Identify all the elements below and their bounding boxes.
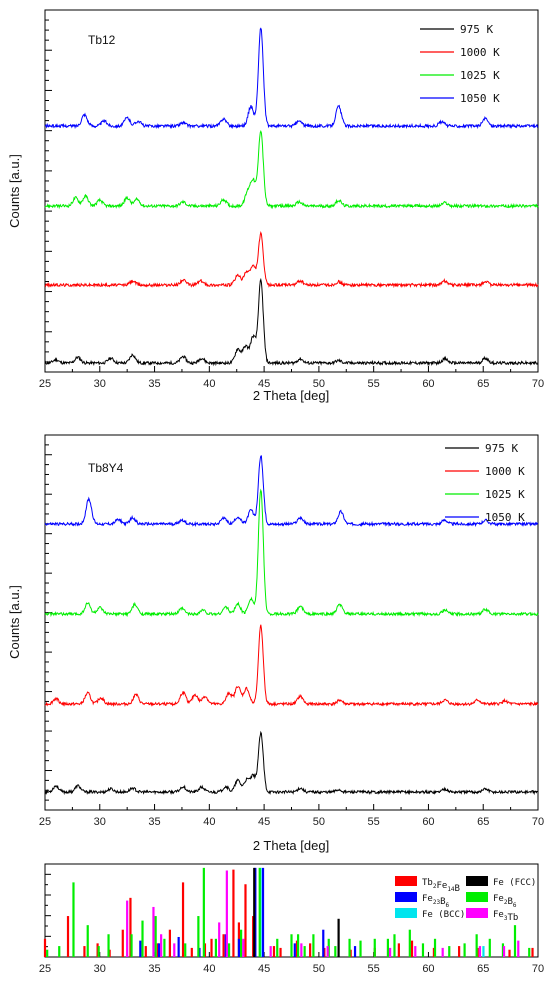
series-line bbox=[44, 455, 539, 528]
x-tick-label: 60 bbox=[422, 816, 434, 828]
x-tick-label: 25 bbox=[39, 963, 51, 975]
legend-swatch bbox=[395, 892, 417, 902]
panel-label: Tb12 bbox=[88, 33, 116, 47]
legend-text-part: Fe bbox=[493, 894, 504, 904]
x-tick-label: 50 bbox=[313, 378, 325, 390]
x-tick-label: 70 bbox=[532, 963, 544, 975]
legend-text-part: Fe (FCC) bbox=[493, 878, 536, 888]
legend-subscript: 2 bbox=[433, 883, 437, 890]
panel-label: Tb8Y4 bbox=[88, 461, 124, 475]
x-tick-label: 65 bbox=[477, 816, 489, 828]
x-tick-label: 25 bbox=[39, 378, 51, 390]
legend-label: 1025 K bbox=[485, 488, 525, 501]
legend-text-part: B bbox=[507, 897, 512, 907]
legend-swatch bbox=[466, 892, 488, 902]
x-tick-label: 55 bbox=[368, 378, 380, 390]
legend-subscript: 6 bbox=[446, 902, 450, 909]
series-line bbox=[44, 129, 539, 210]
legend-label: 975 K bbox=[460, 23, 493, 36]
legend-text-part: Fe (BCC) bbox=[422, 910, 465, 920]
x-tick-label: 30 bbox=[94, 963, 106, 975]
x-tick-label: 45 bbox=[258, 816, 270, 828]
x-axis-ticks: 25 30 35 40 45 50 55 60 65 70 bbox=[39, 804, 544, 828]
legend-text-part: Fe bbox=[422, 894, 433, 904]
legend-text-part: Tb bbox=[507, 913, 518, 923]
x-tick-label: 45 bbox=[258, 378, 270, 390]
series-line bbox=[44, 488, 539, 618]
x-tick-label: 60 bbox=[422, 378, 434, 390]
legend-label: 1025 K bbox=[460, 69, 500, 82]
legend-label: Fe23B6 bbox=[422, 894, 450, 909]
legend-swatch bbox=[395, 908, 417, 918]
x-tick-label: 60 bbox=[422, 963, 434, 975]
x-tick-label: 35 bbox=[148, 816, 160, 828]
panel-tb12: 25 30 35 40 45 50 55 60 65 70 Tb12 975 K 1000 K 102… bbox=[7, 9, 544, 403]
y-axis-ticks bbox=[45, 9, 52, 373]
legend-subscript: 14 bbox=[447, 886, 455, 893]
x-tick-label: 50 bbox=[313, 816, 325, 828]
legend-label: Tb2Fe14B bbox=[422, 878, 460, 894]
x-tick-label: 30 bbox=[94, 378, 106, 390]
x-tick-label: 70 bbox=[532, 378, 544, 390]
x-tick-label: 30 bbox=[94, 816, 106, 828]
legend-text-part: Tb bbox=[422, 878, 433, 888]
series-line bbox=[44, 624, 539, 708]
y-axis-title: Counts [a.u.] bbox=[7, 585, 22, 659]
legend-label: Fe3Tb bbox=[493, 910, 518, 923]
legend-label: 1000 K bbox=[485, 465, 525, 478]
legend-swatch bbox=[466, 876, 488, 886]
x-tick-label: 35 bbox=[148, 378, 160, 390]
x-tick-label: 55 bbox=[368, 816, 380, 828]
legend-subscript: 6 bbox=[513, 902, 517, 909]
phase-reference-lines bbox=[43, 867, 534, 957]
x-axis-ticks: 25 30 35 40 45 50 55 60 65 70 bbox=[39, 366, 544, 390]
series-line bbox=[44, 277, 539, 367]
x-tick-label: 65 bbox=[477, 378, 489, 390]
x-tick-label: 40 bbox=[203, 378, 215, 390]
legend-swatch bbox=[466, 908, 488, 918]
legend-label: 1000 K bbox=[460, 46, 500, 59]
legend: 975 K 1000 K 1025 K 1050 K bbox=[445, 442, 525, 524]
x-axis-title: 2 Theta [deg] bbox=[253, 388, 329, 403]
y-axis-title: Counts [a.u.] bbox=[7, 154, 22, 228]
series-line bbox=[44, 230, 539, 289]
legend-label: 1050 K bbox=[485, 511, 525, 524]
x-tick-label: 65 bbox=[477, 963, 489, 975]
x-axis-ticks: 25 30 35 40 45 50 55 60 65 70 bbox=[39, 952, 544, 975]
legend-label: 975 K bbox=[485, 442, 518, 455]
legend-label: Fe (FCC) bbox=[493, 878, 536, 888]
legend-label: Fe (BCC) bbox=[422, 910, 465, 920]
plot-frame bbox=[44, 9, 539, 373]
x-tick-label: 50 bbox=[313, 963, 325, 975]
legend-text-part: B bbox=[440, 897, 445, 907]
x-tick-label: 40 bbox=[203, 963, 215, 975]
plot-frame bbox=[44, 434, 539, 811]
legend-text-part: Fe bbox=[436, 881, 447, 891]
legend-swatch bbox=[395, 876, 417, 886]
legend-subscript: 2 bbox=[504, 899, 508, 906]
series-lines bbox=[44, 455, 539, 796]
x-tick-label: 70 bbox=[532, 816, 544, 828]
x-tick-label: 45 bbox=[258, 963, 270, 975]
legend-subscript: 3 bbox=[504, 915, 508, 922]
x-tick-label: 40 bbox=[203, 816, 215, 828]
x-tick-label: 25 bbox=[39, 816, 51, 828]
series-line bbox=[44, 730, 539, 796]
y-axis-ticks bbox=[45, 434, 52, 811]
legend-label: 1050 K bbox=[460, 92, 500, 105]
x-axis-title: 2 Theta [deg] bbox=[253, 838, 329, 853]
legend-subscript: 23 bbox=[433, 899, 441, 906]
series-line bbox=[44, 27, 539, 130]
x-tick-label: 55 bbox=[368, 963, 380, 975]
x-tick-label: 35 bbox=[148, 963, 160, 975]
legend-label: Fe2B6 bbox=[493, 894, 517, 909]
legend-text-part: B bbox=[455, 884, 460, 894]
series-lines bbox=[44, 27, 539, 367]
legend: 975 K 1000 K 1025 K 1050 K bbox=[420, 23, 500, 105]
panel-tb8y4: 25 30 35 40 45 50 55 60 65 70 Tb8Y4 975 K 1000 K 10… bbox=[7, 434, 544, 853]
legend-text-part: Fe bbox=[493, 910, 504, 920]
